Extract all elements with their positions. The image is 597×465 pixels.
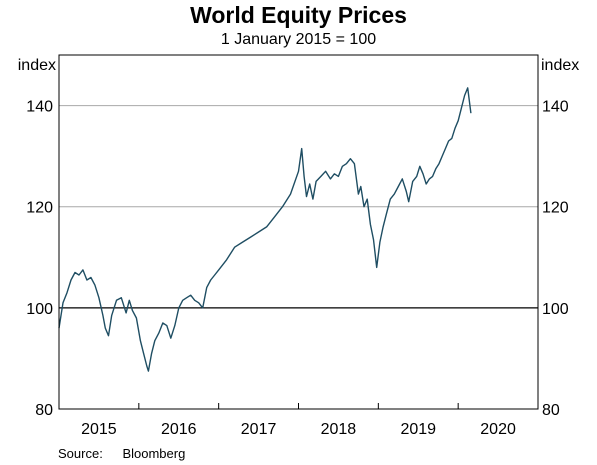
source-label: Source:	[58, 446, 103, 461]
chart-title: World Equity Prices	[190, 2, 407, 28]
x-tick-label: 2016	[161, 421, 197, 438]
y-tick-label-left: 100	[26, 301, 53, 318]
x-tick-label: 2020	[480, 421, 516, 438]
y-tick-label-left: 140	[26, 99, 53, 116]
x-tick-label: 2018	[321, 421, 357, 438]
y-tick-label-left: 120	[26, 200, 53, 217]
y-tick-label-right: 80	[542, 402, 560, 419]
series-line	[58, 87, 472, 372]
x-tick-label: 2015	[81, 421, 117, 438]
plot-frame	[58, 54, 539, 410]
y-axis-label-right: index	[541, 57, 579, 74]
x-tick-label: 2019	[400, 421, 436, 438]
y-axis-label-left: index	[18, 57, 56, 74]
chart-subtitle: 1 January 2015 = 100	[220, 31, 377, 48]
y-tick-label-right: 120	[542, 200, 569, 217]
source-note: Source: Bloomberg	[58, 446, 185, 461]
y-tick-label-right: 140	[542, 99, 569, 116]
x-tick-label: 2017	[241, 421, 277, 438]
source-value: Bloomberg	[122, 446, 186, 461]
y-tick-label-left: 80	[35, 402, 53, 419]
y-tick-label-right: 100	[542, 301, 569, 318]
